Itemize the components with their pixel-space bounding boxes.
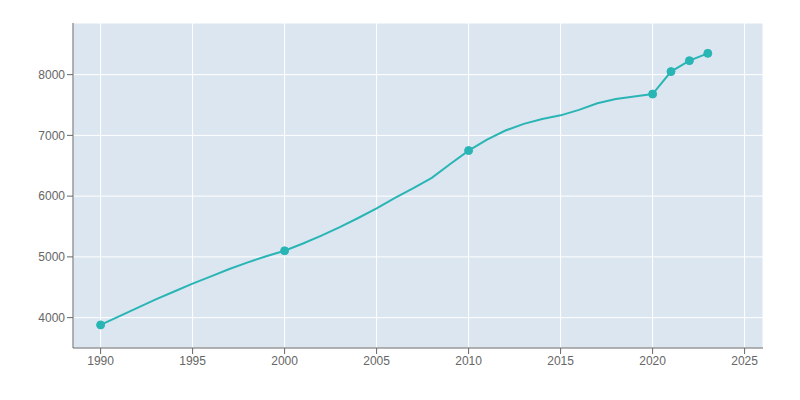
svg-text:5000: 5000 [38,250,65,264]
svg-text:4000: 4000 [38,311,65,325]
svg-text:2005: 2005 [363,354,390,368]
svg-text:2025: 2025 [731,354,758,368]
svg-text:7000: 7000 [38,129,65,143]
svg-text:1990: 1990 [87,354,114,368]
svg-text:2000: 2000 [271,354,298,368]
svg-text:2020: 2020 [639,354,666,368]
svg-text:2015: 2015 [547,354,574,368]
svg-text:2010: 2010 [455,354,482,368]
svg-text:6000: 6000 [38,189,65,203]
svg-text:8000: 8000 [38,68,65,82]
svg-text:1995: 1995 [179,354,206,368]
